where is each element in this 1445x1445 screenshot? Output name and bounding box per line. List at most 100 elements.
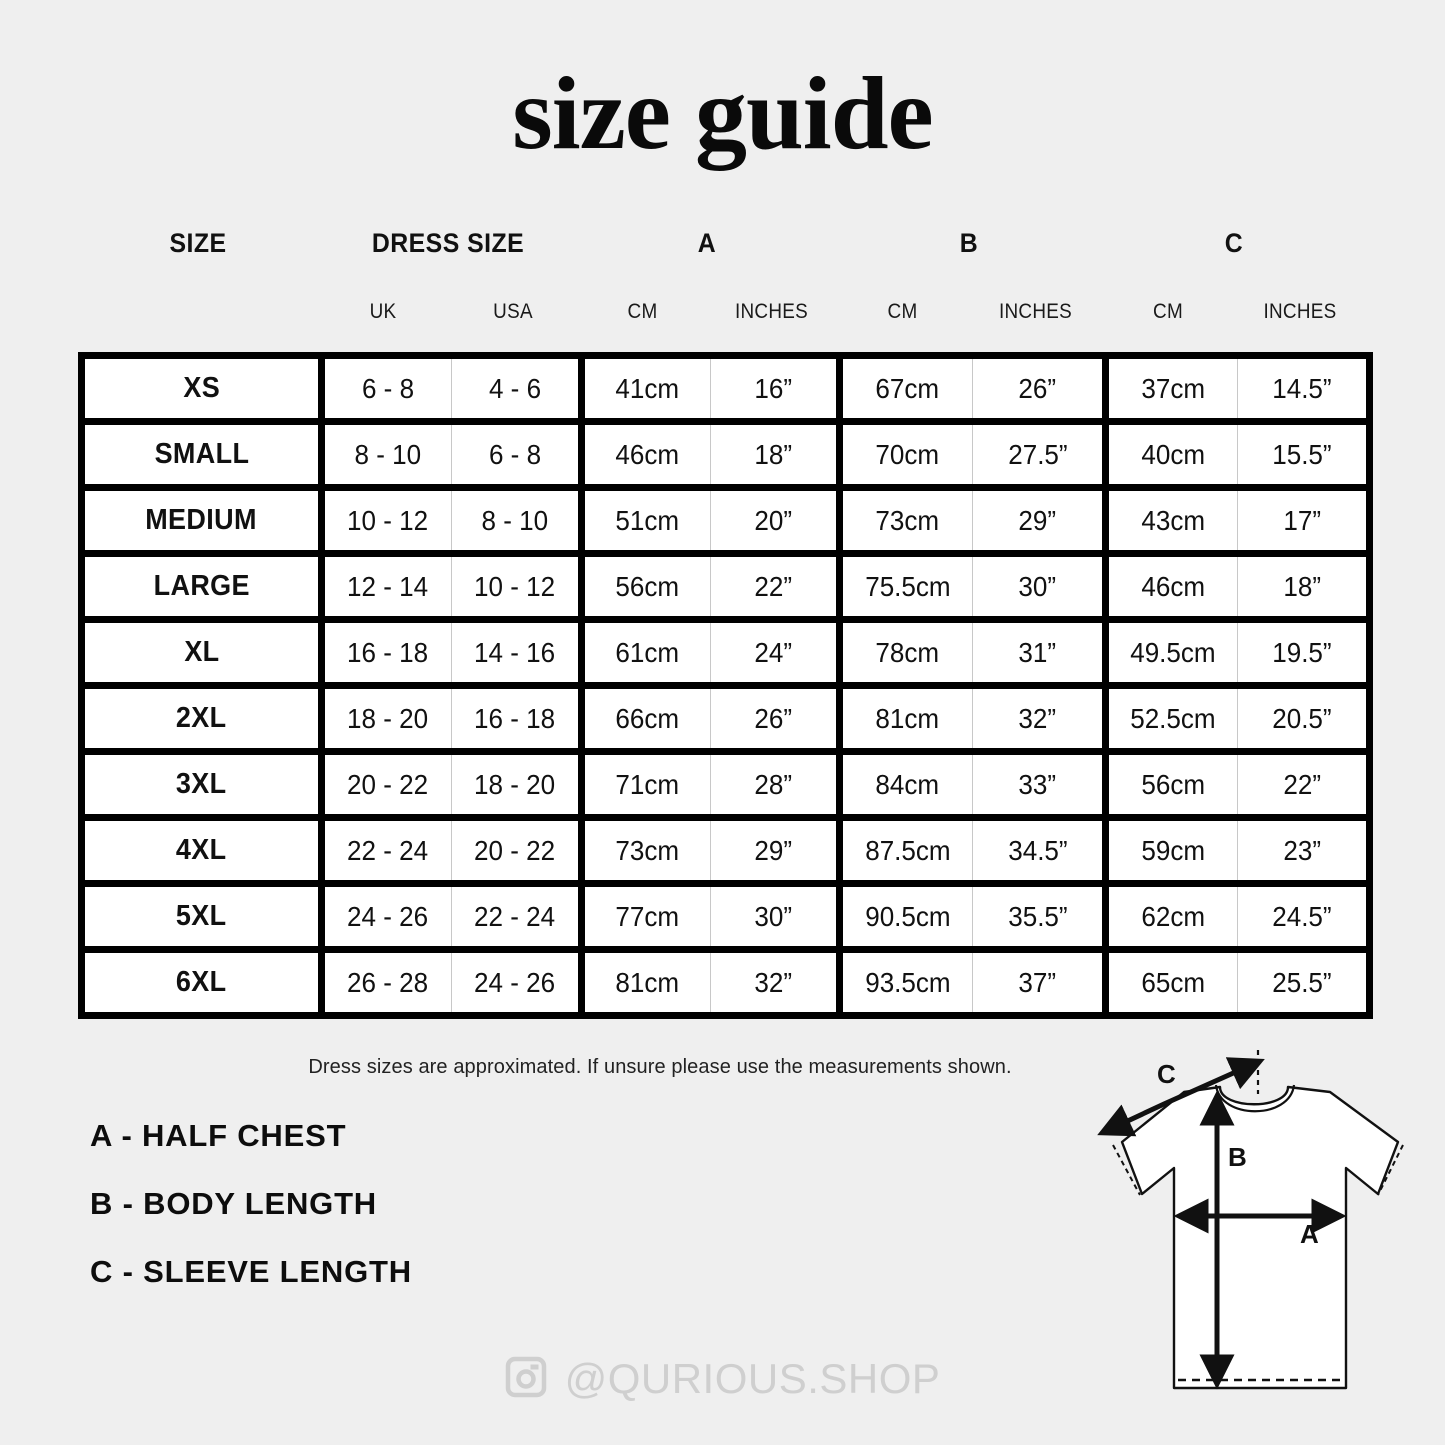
cell-uk: 24 - 26 xyxy=(318,880,452,953)
cell-a-cm: 56cm xyxy=(578,550,711,623)
cell-uk: 12 - 14 xyxy=(318,550,452,623)
cell-usa: 18 - 20 xyxy=(451,748,585,821)
tshirt-svg: B A C xyxy=(1097,1050,1404,1390)
cell-a-inches: 22” xyxy=(710,550,843,623)
sub-header-b-inches: INCHES xyxy=(998,300,1073,323)
cell-a-inches: 20” xyxy=(710,484,843,557)
watermark-handle: @QURIOUS.SHOP xyxy=(564,1355,941,1402)
table-row: 4XL 22 - 24 20 - 22 73cm 29” 87.5cm 34.5” 59cm 2… xyxy=(78,814,1373,887)
left-sleeve-hem xyxy=(1112,1144,1141,1196)
column-group-headers: SIZE DRESS SIZE A B C xyxy=(78,228,1366,268)
cell-c-inches: 18” xyxy=(1237,550,1373,623)
cell-usa: 4 - 6 xyxy=(451,352,585,425)
cell-uk: 6 - 8 xyxy=(318,352,452,425)
cell-a-cm: 46cm xyxy=(578,418,711,491)
cell-b-inches: 32” xyxy=(972,682,1109,755)
table-row: SMALL 8 - 10 6 - 8 46cm 18” 70cm 27.5” 40cm 15.5… xyxy=(78,418,1373,491)
cell-b-inches: 35.5” xyxy=(972,880,1109,953)
page-title: size guide xyxy=(512,56,933,171)
sub-header-c-inches: INCHES xyxy=(1263,300,1337,323)
cell-uk: 10 - 12 xyxy=(318,484,452,557)
cell-b-cm: 90.5cm xyxy=(836,880,973,953)
cell-c-inches: 19.5” xyxy=(1237,616,1373,689)
cell-size: 2XL xyxy=(78,682,325,755)
cell-c-cm: 62cm xyxy=(1102,880,1238,953)
sub-header-uk: UK xyxy=(369,300,397,323)
cell-c-cm: 40cm xyxy=(1102,418,1238,491)
table-row: 2XL 18 - 20 16 - 18 66cm 26” 81cm 32” 52.5cm 20.… xyxy=(78,682,1373,755)
cell-c-inches: 17” xyxy=(1237,484,1373,557)
cell-b-inches: 31” xyxy=(972,616,1109,689)
sub-header-a-cm: CM xyxy=(627,300,658,323)
cell-c-cm: 52.5cm xyxy=(1102,682,1238,755)
cell-c-inches: 23” xyxy=(1237,814,1373,887)
cell-size: MEDIUM xyxy=(78,484,325,557)
cell-a-cm: 73cm xyxy=(578,814,711,887)
cell-c-inches: 15.5” xyxy=(1237,418,1373,491)
cell-b-inches: 29” xyxy=(972,484,1109,557)
sub-header-a-inches: INCHES xyxy=(734,300,809,323)
cell-size: 5XL xyxy=(78,880,325,953)
cell-usa: 8 - 10 xyxy=(451,484,585,557)
cell-c-cm: 43cm xyxy=(1102,484,1238,557)
cell-c-cm: 49.5cm xyxy=(1102,616,1238,689)
table-row: XL 16 - 18 14 - 16 61cm 24” 78cm 31” 49.5cm 19.5… xyxy=(78,616,1373,689)
cell-b-cm: 93.5cm xyxy=(836,946,973,1019)
cell-a-inches: 29” xyxy=(710,814,843,887)
cell-a-cm: 81cm xyxy=(578,946,711,1019)
cell-usa: 22 - 24 xyxy=(451,880,585,953)
cell-b-cm: 67cm xyxy=(836,352,973,425)
cell-c-cm: 56cm xyxy=(1102,748,1238,821)
cell-c-cm: 46cm xyxy=(1102,550,1238,623)
cell-size: LARGE xyxy=(78,550,325,623)
cell-a-cm: 41cm xyxy=(578,352,711,425)
table-row: 6XL 26 - 28 24 - 26 81cm 32” 93.5cm 37” 65cm 25.… xyxy=(78,946,1373,1019)
cell-a-inches: 16” xyxy=(710,352,843,425)
table-row: 3XL 20 - 22 18 - 20 71cm 28” 84cm 33” 56cm 22” xyxy=(78,748,1373,821)
cell-uk: 8 - 10 xyxy=(318,418,452,491)
cell-c-inches: 14.5” xyxy=(1237,352,1373,425)
cell-usa: 10 - 12 xyxy=(451,550,585,623)
group-header-c: C xyxy=(1224,228,1244,258)
cell-uk: 18 - 20 xyxy=(318,682,452,755)
cell-a-inches: 24” xyxy=(710,616,843,689)
cell-c-inches: 22” xyxy=(1237,748,1373,821)
cell-b-inches: 33” xyxy=(972,748,1109,821)
cell-a-cm: 66cm xyxy=(578,682,711,755)
cell-size: XL xyxy=(78,616,325,689)
cell-size: 3XL xyxy=(78,748,325,821)
cell-a-inches: 30” xyxy=(710,880,843,953)
cell-c-inches: 24.5” xyxy=(1237,880,1373,953)
group-header-size: SIZE xyxy=(169,228,227,258)
cell-size: 4XL xyxy=(78,814,325,887)
group-header-b: B xyxy=(959,228,979,258)
cell-c-cm: 59cm xyxy=(1102,814,1238,887)
tshirt-outline xyxy=(1120,1085,1400,1390)
cell-c-cm: 37cm xyxy=(1102,352,1238,425)
column-sub-headers: UK USA CM INCHES CM INCHES CM INCHES xyxy=(78,300,1366,330)
legend-item-c: C - SLEEVE LENGTH xyxy=(90,1254,412,1289)
cell-b-inches: 37” xyxy=(972,946,1109,1019)
group-header-dress-size: DRESS SIZE xyxy=(371,228,525,258)
sub-header-usa: USA xyxy=(493,300,533,323)
cell-b-inches: 27.5” xyxy=(972,418,1109,491)
sub-header-c-cm: CM xyxy=(1153,300,1183,323)
cell-a-inches: 32” xyxy=(710,946,843,1019)
cell-c-inches: 25.5” xyxy=(1237,946,1373,1019)
measurement-legend: A - HALF CHEST B - BODY LENGTH C - SLEEV… xyxy=(90,1118,412,1322)
cell-b-inches: 26” xyxy=(972,352,1109,425)
cell-a-cm: 71cm xyxy=(578,748,711,821)
approximation-note: Dress sizes are approximated. If unsure … xyxy=(308,1056,1012,1078)
table-row: MEDIUM 10 - 12 8 - 10 51cm 20” 73cm 29” 43cm 17” xyxy=(78,484,1373,557)
cell-a-inches: 18” xyxy=(710,418,843,491)
legend-item-a: A - HALF CHEST xyxy=(90,1118,347,1153)
diagram-label-a: A xyxy=(1300,1219,1319,1249)
cell-b-cm: 87.5cm xyxy=(836,814,973,887)
cell-usa: 24 - 26 xyxy=(451,946,585,1019)
table-row: LARGE 12 - 14 10 - 12 56cm 22” 75.5cm 30” 46cm 1… xyxy=(78,550,1373,623)
cell-uk: 26 - 28 xyxy=(318,946,452,1019)
cell-b-inches: 30” xyxy=(972,550,1109,623)
cell-b-cm: 81cm xyxy=(836,682,973,755)
